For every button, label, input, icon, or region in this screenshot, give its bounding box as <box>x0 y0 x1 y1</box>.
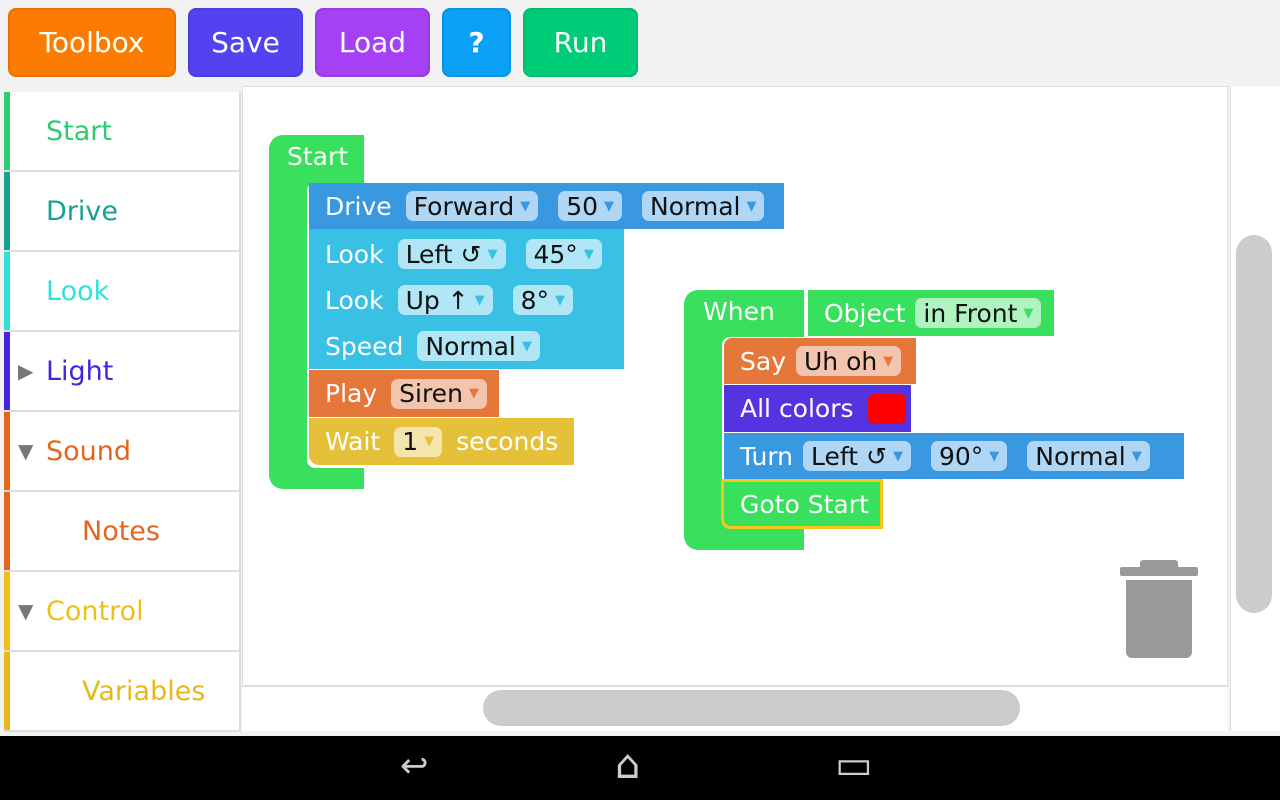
dropdown-arrow-icon: ▼ <box>583 246 594 262</box>
drive-block[interactable]: Drive Forward ▼ 50 ▼ Normal ▼ <box>309 183 784 229</box>
look-left-block[interactable]: Look Left ↺ ▼ 45° ▼ <box>309 231 602 277</box>
dropdown-arrow-icon: ▼ <box>487 246 498 262</box>
dropdown-arrow-icon: ▼ <box>474 292 485 308</box>
dropdown-arrow-icon: ▼ <box>555 292 566 308</box>
speed-dropdown[interactable]: Normal ▼ <box>642 191 765 221</box>
block-label: Drive <box>325 191 392 221</box>
block-label: Turn <box>740 441 794 471</box>
goto-start-block[interactable]: Goto Start <box>721 479 883 529</box>
toolbox-button[interactable]: Toolbox <box>8 8 176 77</box>
direction-dropdown[interactable]: Forward ▼ <box>405 191 539 221</box>
dropdown-arrow-icon: ▼ <box>520 198 531 214</box>
say-block[interactable]: Say Uh oh ▼ <box>724 338 916 384</box>
trash-can-icon[interactable] <box>1120 560 1198 658</box>
look-up-block[interactable]: Look Up ↑ ▼ 8° ▼ <box>309 277 574 323</box>
sidebar-label: Notes <box>82 515 160 547</box>
vertical-scrollbar-thumb[interactable] <box>1236 235 1272 613</box>
load-button[interactable]: Load <box>315 8 430 77</box>
toolbox-sidebar: Start Drive Look ▶ Light ▼ Sound Notes ▼ Co… <box>4 92 241 732</box>
sound-dropdown[interactable]: Siren ▼ <box>391 378 487 409</box>
home-icon[interactable]: ⌂ <box>615 742 641 788</box>
dropdown-arrow-icon: ▼ <box>989 448 1000 464</box>
look-direction-dropdown[interactable]: Up ↑ ▼ <box>397 285 493 315</box>
say-dropdown[interactable]: Uh oh ▼ <box>795 346 902 376</box>
dropdown-arrow-icon: ▼ <box>1131 448 1142 464</box>
look-angle-dropdown[interactable]: 45° ▼ <box>525 239 602 269</box>
sidebar-label: Start <box>46 115 112 147</box>
turn-block[interactable]: Turn Left ↺ ▼ 90° ▼ Normal ▼ <box>724 433 1184 479</box>
wait-dropdown[interactable]: 1 ▼ <box>394 426 443 457</box>
dropdown-arrow-icon: ▼ <box>883 353 894 369</box>
start-label: Start <box>287 142 349 171</box>
block-label: Look <box>325 285 384 315</box>
sidebar-item-variables[interactable]: Variables <box>4 652 241 732</box>
speed-block[interactable]: Speed Normal ▼ <box>309 323 540 369</box>
block-label: Look <box>325 239 384 269</box>
sidebar-item-start[interactable]: Start <box>4 92 241 172</box>
help-button[interactable]: ? <box>442 8 511 77</box>
horizontal-scrollbar-thumb[interactable] <box>483 690 1020 726</box>
sidebar-item-drive[interactable]: Drive <box>4 172 241 252</box>
block-label: Speed <box>325 331 404 361</box>
turn-angle-dropdown[interactable]: 90° ▼ <box>930 441 1008 471</box>
block-label: Wait <box>325 427 381 456</box>
turn-speed-dropdown[interactable]: Normal ▼ <box>1027 441 1150 471</box>
block-label: Object <box>824 298 906 328</box>
wait-block[interactable]: Wait 1 ▼ seconds <box>309 418 574 465</box>
dropdown-arrow-icon: ▼ <box>468 386 479 401</box>
all-colors-block[interactable]: All colors <box>724 385 911 432</box>
sidebar-label: Sound <box>46 435 132 467</box>
speed-dropdown[interactable]: Normal ▼ <box>417 331 540 361</box>
sidebar-label: Variables <box>82 675 206 707</box>
recents-icon[interactable]: ▭ <box>835 742 873 788</box>
sidebar-item-sound[interactable]: ▼ Sound <box>4 412 241 492</box>
object-dropdown[interactable]: in Front ▼ <box>915 298 1042 328</box>
dropdown-arrow-icon: ▼ <box>1023 305 1034 321</box>
dropdown-arrow-icon: ▼ <box>424 434 435 449</box>
android-nav-bar: ↩ ⌂ ▭ <box>0 736 1280 800</box>
block-label: seconds <box>456 427 559 456</box>
collapse-triangle-icon: ▼ <box>18 599 34 623</box>
look-angle-dropdown[interactable]: 8° ▼ <box>512 285 574 315</box>
sidebar-item-notes[interactable]: Notes <box>4 492 241 572</box>
sidebar-label: Look <box>46 275 110 307</box>
block-label: Play <box>325 379 378 408</box>
dropdown-arrow-icon: ▼ <box>892 448 903 464</box>
block-label: Say <box>740 346 786 376</box>
dropdown-arrow-icon: ▼ <box>521 338 532 354</box>
dropdown-arrow-icon: ▼ <box>604 198 615 214</box>
distance-dropdown[interactable]: 50 ▼ <box>558 191 623 221</box>
play-block[interactable]: Play Siren ▼ <box>309 370 499 417</box>
run-button[interactable]: Run <box>523 8 638 77</box>
sidebar-label: Control <box>46 595 144 627</box>
color-swatch[interactable] <box>867 393 906 424</box>
back-icon[interactable]: ↩ <box>400 746 429 786</box>
sidebar-item-control[interactable]: ▼ Control <box>4 572 241 652</box>
collapse-triangle-icon: ▼ <box>18 439 34 463</box>
expand-triangle-icon: ▶ <box>18 359 34 383</box>
block-label: All colors <box>740 394 854 423</box>
sidebar-item-light[interactable]: ▶ Light <box>4 332 241 412</box>
save-button[interactable]: Save <box>188 8 303 77</box>
dropdown-arrow-icon: ▼ <box>746 198 757 214</box>
when-label: When <box>703 297 775 326</box>
look-direction-dropdown[interactable]: Left ↺ ▼ <box>397 239 506 269</box>
block-label: Goto Start <box>740 489 869 519</box>
sidebar-item-look[interactable]: Look <box>4 252 241 332</box>
object-sensor-block[interactable]: Object in Front ▼ <box>808 290 1054 336</box>
turn-direction-dropdown[interactable]: Left ↺ ▼ <box>803 441 911 471</box>
sidebar-label: Drive <box>46 195 118 227</box>
sidebar-label: Light <box>46 355 114 387</box>
